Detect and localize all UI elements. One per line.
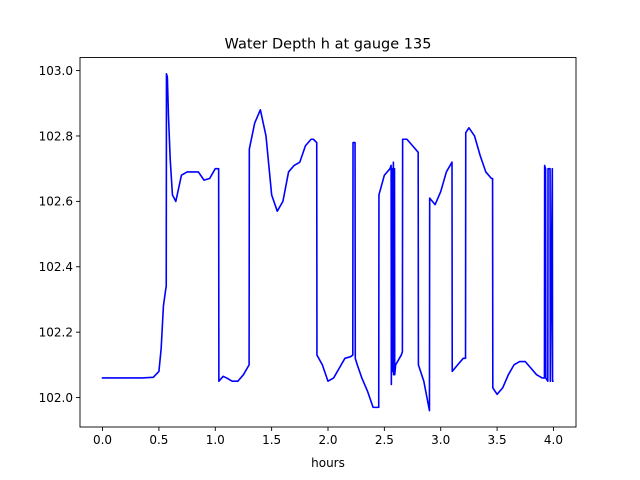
x-tick-label: 3.0 — [431, 433, 450, 447]
x-axis-label: hours — [311, 456, 345, 470]
chart-title: Water Depth h at gauge 135 — [225, 37, 432, 53]
x-tick-label: 0.0 — [93, 433, 112, 447]
y-tick-label: 102.4 — [39, 260, 73, 274]
y-tick-label: 102.6 — [39, 195, 73, 209]
y-tick-label: 102.0 — [39, 391, 73, 405]
series-layer — [101, 73, 554, 412]
y-tick-label: 103.0 — [39, 64, 73, 78]
x-tick-label: 1.0 — [206, 433, 225, 447]
x-tick-label: 0.5 — [149, 433, 168, 447]
y-tick-label: 102.2 — [39, 325, 73, 339]
x-tick-label: 2.5 — [375, 433, 394, 447]
x-axis: 0.0 0.5 1.0 1.5 2.0 2.5 3.0 3.5 4.0 — [93, 427, 563, 447]
x-tick-label: 2.0 — [318, 433, 337, 447]
series-line — [101, 73, 554, 412]
x-tick-label: 4.0 — [544, 433, 563, 447]
y-tick-label: 102.8 — [39, 129, 73, 143]
x-tick-label: 1.5 — [262, 433, 281, 447]
y-axis: 102.0 102.2 102.4 102.6 102.8 103.0 — [39, 64, 80, 405]
x-tick-label: 3.5 — [488, 433, 507, 447]
